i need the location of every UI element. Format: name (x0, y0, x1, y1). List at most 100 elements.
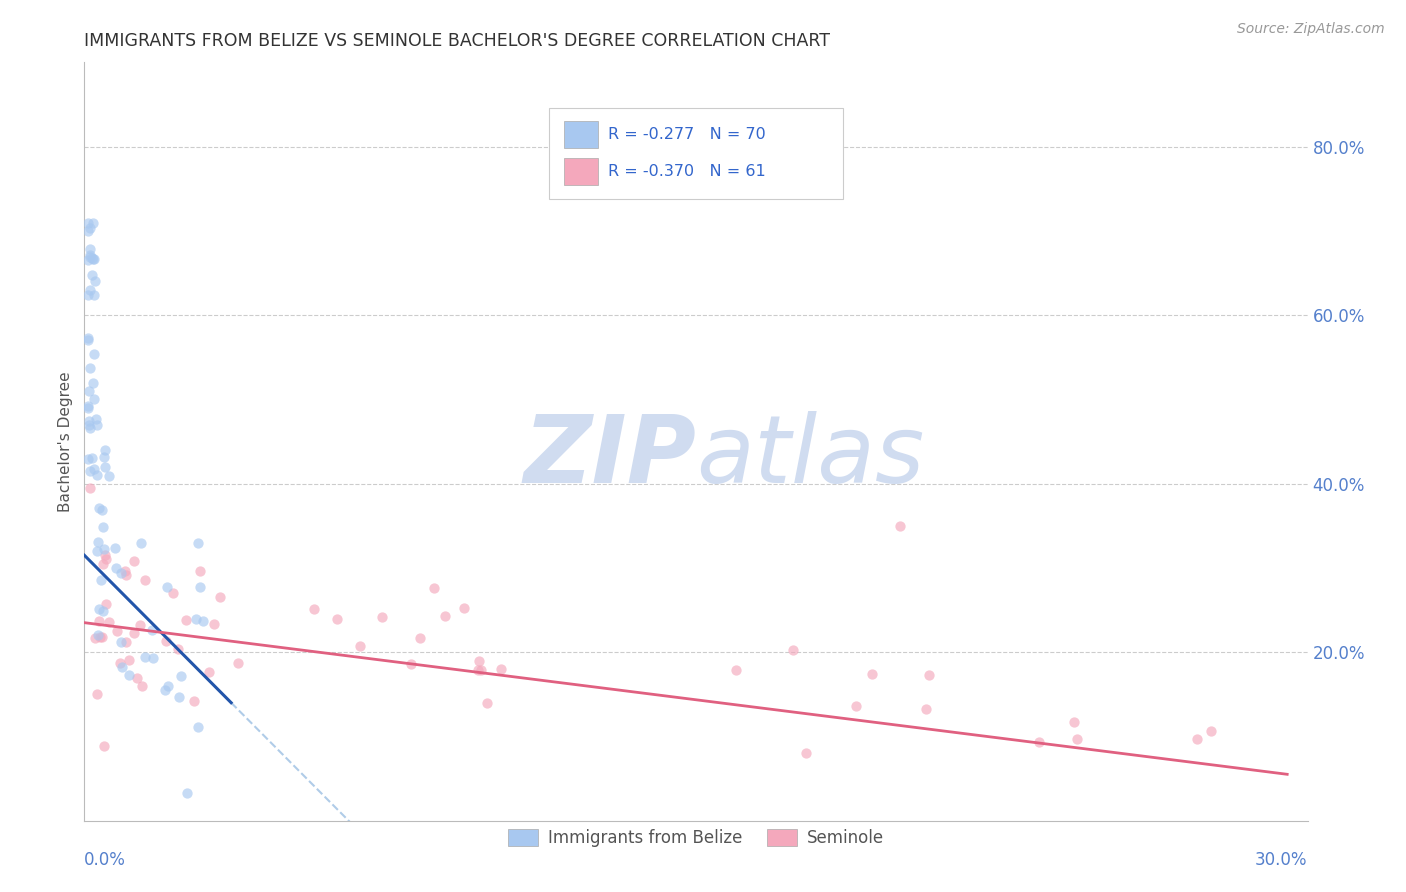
Point (918, 667, 941, 681)
Point (90, 503, 112, 517)
Point (87, 615, 110, 629)
Point (475, 696, 498, 710)
Point (83, 288, 105, 302)
Point (86, 467, 108, 482)
Point (108, 657, 131, 671)
Bar (564, 158, 598, 186)
Point (83, 274, 105, 288)
Point (114, 564, 136, 578)
Point (226, 657, 249, 671)
Legend: Immigrants from Belize, Seminole: Immigrants from Belize, Seminole (501, 822, 891, 854)
Point (188, 564, 211, 578)
Point (77, 288, 100, 302)
Point (86, 543, 108, 558)
Point (131, 536, 153, 550)
Point (782, 643, 804, 657)
Point (80, 268, 103, 282)
Point (77, 414, 100, 428)
Point (93, 739, 115, 753)
Point (86, 417, 108, 432)
Point (97, 615, 120, 630)
Point (79, 464, 101, 478)
Point (153, 682, 176, 697)
Point (89, 630, 111, 644)
Point (77, 401, 100, 416)
Point (131, 679, 153, 693)
Text: atlas: atlas (696, 411, 924, 502)
Point (176, 786, 198, 800)
Point (724, 663, 747, 677)
Point (84, 412, 107, 426)
Point (94, 548, 117, 562)
Point (198, 665, 221, 679)
Point (77, 253, 100, 268)
Point (155, 634, 177, 648)
Point (87, 602, 110, 616)
Point (118, 667, 141, 681)
Point (77, 224, 100, 238)
Point (91, 630, 114, 644)
Point (79, 250, 101, 264)
Point (114, 634, 136, 648)
Point (77, 331, 100, 345)
Point (111, 660, 134, 674)
Text: Source: ZipAtlas.com: Source: ZipAtlas.com (1237, 22, 1385, 37)
Point (79, 421, 101, 435)
Point (423, 581, 446, 595)
Point (77, 333, 100, 347)
Point (193, 614, 215, 628)
Point (127, 671, 149, 685)
Point (83, 346, 105, 360)
Point (122, 554, 145, 568)
Point (79, 242, 101, 256)
Point (83, 461, 105, 475)
Point (371, 610, 394, 624)
Text: 30.0%: 30.0% (1256, 851, 1308, 869)
Point (105, 624, 128, 639)
Point (1028, 735, 1050, 749)
Point (134, 573, 156, 587)
FancyBboxPatch shape (550, 108, 842, 199)
Point (93, 450, 115, 465)
Point (118, 653, 141, 667)
Point (86, 535, 108, 549)
Point (1063, 714, 1085, 729)
Point (183, 694, 205, 708)
Point (188, 580, 211, 594)
Y-axis label: Bachelor's Degree: Bachelor's Degree (58, 371, 73, 512)
Point (162, 586, 184, 600)
Point (87, 500, 110, 515)
Point (115, 568, 138, 582)
Point (184, 612, 207, 626)
Point (860, 666, 883, 681)
Point (1187, 732, 1209, 747)
Point (491, 662, 513, 676)
Bar (564, 120, 598, 148)
Point (468, 655, 491, 669)
Point (399, 657, 422, 671)
Point (187, 720, 209, 734)
Point (91, 557, 114, 571)
Point (77, 418, 100, 433)
Point (91, 605, 114, 619)
Point (1199, 723, 1222, 738)
Point (83, 252, 105, 266)
Point (470, 664, 492, 678)
Point (93, 459, 115, 474)
Point (82, 252, 104, 267)
Point (170, 669, 193, 683)
Point (94, 597, 117, 611)
Point (77, 451, 100, 466)
Point (91, 520, 114, 534)
Point (98, 468, 121, 483)
Point (202, 616, 225, 631)
Point (82, 216, 104, 230)
Point (90, 573, 112, 587)
Point (110, 634, 132, 648)
Point (141, 623, 163, 637)
Point (122, 625, 145, 640)
Point (304, 602, 326, 616)
Point (79, 360, 101, 375)
Point (408, 632, 430, 646)
Point (129, 618, 152, 632)
